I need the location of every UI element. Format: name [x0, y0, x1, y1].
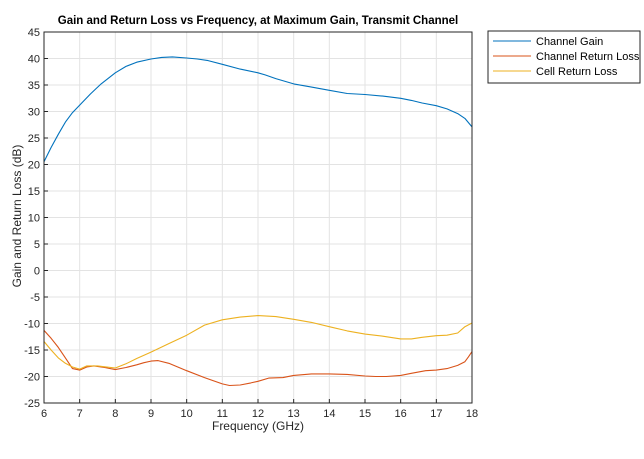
- legend-label-1: Channel Gain: [536, 36, 603, 48]
- legend-label-3: Cell Return Loss: [536, 66, 618, 78]
- x-tick-label: 11: [217, 408, 228, 420]
- y-tick-label: 15: [28, 186, 40, 198]
- y-tick-label: -5: [30, 292, 40, 304]
- chart-title: Gain and Return Loss vs Frequency, at Ma…: [58, 15, 458, 27]
- x-tick-label: 17: [430, 408, 442, 420]
- y-tick-label: -15: [24, 345, 40, 357]
- y-tick-label: 35: [28, 80, 40, 92]
- x-tick-label: 15: [359, 408, 371, 420]
- y-tick-label: 0: [34, 266, 40, 278]
- x-tick-label: 13: [288, 408, 300, 420]
- y-tick-label: 40: [28, 54, 40, 66]
- x-tick-label: 14: [323, 408, 335, 420]
- x-tick-label: 8: [112, 408, 118, 420]
- x-tick-label: 10: [181, 408, 193, 420]
- legend: Channel Gain Channel Return Loss Cell Retu…: [487, 30, 641, 84]
- x-tick-label: 12: [252, 408, 264, 420]
- x-tick-labels: 6 7 8 9 10 11 12 13 14 15 16 17 18: [41, 408, 478, 420]
- x-tick-label: 9: [148, 408, 154, 420]
- y-tick-labels: -25 -20 -15 -10 -5 0 5 10 15 20 25 30 35 40 45: [24, 27, 40, 410]
- y-tick-label: 25: [28, 133, 40, 145]
- y-axis-label: Gain and Return Loss (dB): [10, 145, 24, 288]
- grid: [43, 31, 473, 404]
- x-axis-label: Frequency (GHz): [212, 419, 304, 433]
- series-line-3: [43, 315, 473, 370]
- y-tick-label: 45: [28, 27, 40, 39]
- y-tick-label: 30: [28, 107, 40, 119]
- y-tick-label: -25: [24, 398, 40, 410]
- y-tick-label: -20: [24, 372, 40, 384]
- x-tick-label: 7: [77, 408, 83, 420]
- x-tick-label: 18: [466, 408, 478, 420]
- plot-area-border: [43, 31, 473, 404]
- y-tick-label: 10: [28, 213, 40, 225]
- series-line-1: [43, 56, 473, 163]
- x-tick-label: 16: [395, 408, 407, 420]
- legend-label-2: Channel Return Loss: [536, 51, 640, 63]
- x-tick-label: 6: [41, 408, 47, 420]
- legend-box: [487, 30, 641, 84]
- series-lines: [43, 56, 473, 387]
- y-tick-label: 5: [34, 239, 40, 251]
- y-tick-label: -10: [24, 319, 40, 331]
- y-tick-label: 20: [28, 160, 40, 172]
